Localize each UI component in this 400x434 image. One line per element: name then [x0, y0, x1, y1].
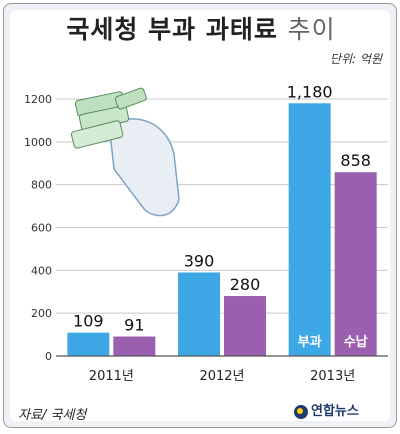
y-tick-label: 400	[31, 264, 52, 277]
y-tick-label: 1000	[24, 136, 52, 149]
bar-collected	[224, 296, 266, 356]
y-tick-label: 800	[31, 179, 52, 192]
data-label: 390	[184, 251, 215, 270]
money-and-bill-icon	[70, 87, 180, 217]
series-label: 수납	[344, 335, 368, 350]
x-category-label: 2012년	[199, 369, 244, 384]
chart-title: 국세청 부과 과태료 추이	[4, 10, 396, 46]
data-label: 109	[73, 312, 104, 331]
data-label: 280	[230, 275, 261, 294]
data-label: 1,180	[287, 82, 333, 101]
title-suffix: 추이	[287, 15, 336, 44]
x-category-label: 2013년	[310, 369, 355, 384]
bar-imposed	[67, 332, 110, 356]
series-label: 부과	[298, 335, 322, 350]
logo-icon	[294, 404, 308, 419]
x-category-label: 2011년	[89, 369, 134, 384]
yonhap-logo: 연합뉴스	[294, 400, 359, 419]
bar-chart: 0 200 400 600 800 1000 1200 109 91 2011년 390 280 201…	[24, 82, 388, 384]
y-tick-label: 600	[31, 222, 52, 235]
chart-frame: 국세청 부과 과태료 추이 단위: 억원 0 200 400 600 800 1000 12…	[3, 3, 397, 428]
bar-collected	[334, 172, 377, 356]
data-label: 91	[124, 316, 144, 335]
source-label: 자료/ 국세청	[18, 408, 87, 423]
y-tick-label: 200	[31, 307, 52, 320]
y-tick-label: 0	[45, 350, 52, 363]
data-label: 858	[340, 151, 371, 170]
logo-text: 연합뉴스	[311, 404, 359, 419]
bar-imposed	[178, 272, 220, 356]
unit-label: 단위: 억원	[329, 52, 382, 66]
bar-imposed	[288, 103, 331, 357]
y-tick-label: 1200	[24, 93, 52, 106]
bar-collected	[113, 336, 156, 356]
title-main: 국세청 부과 과태료	[66, 15, 278, 44]
